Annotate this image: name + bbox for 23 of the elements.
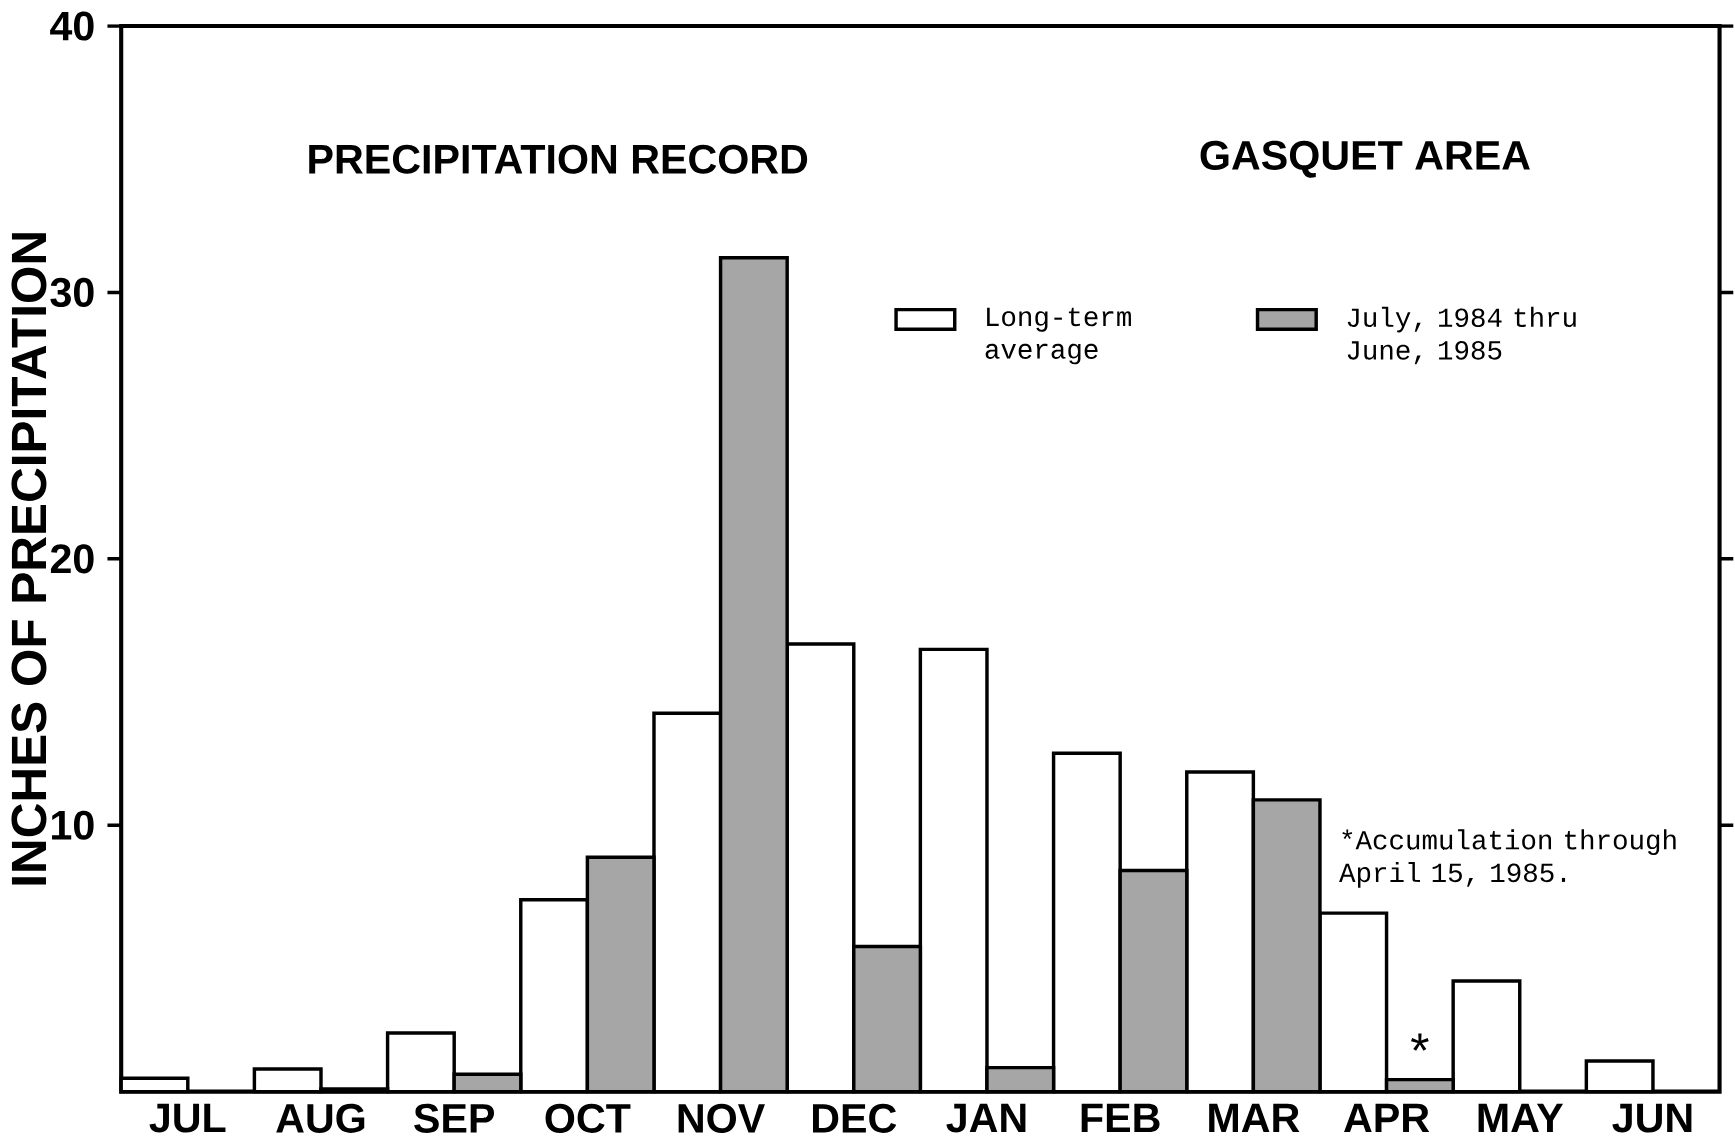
x-tick-label: JAN <box>946 1103 1026 1133</box>
x-tick-label: JUN <box>1612 1103 1692 1133</box>
x-tick-label: OCT <box>545 1103 631 1133</box>
y-tick-label: 40 <box>50 11 94 41</box>
x-tick-label: NOV <box>678 1103 765 1133</box>
y-tick-label: 30 <box>50 277 94 307</box>
text: GASQUET AREA <box>1200 140 1530 178</box>
x-tick-label: MAY <box>1478 1103 1564 1132</box>
annotation: *Accumulation through April 15, 1985. <box>1339 829 1676 888</box>
y-tick-label: 20 <box>50 544 94 574</box>
text: PRECIPITATION RECORD <box>309 144 808 174</box>
x-tick-label: APR <box>1344 1103 1430 1132</box>
legend-label: Long-term average <box>985 307 1131 365</box>
y-tick-label: 10 <box>52 810 94 840</box>
x-tick-label: AUG <box>276 1103 365 1133</box>
y-axis-title: INCHES OF PRECIPITATION <box>11 232 47 885</box>
x-tick-label: JUL <box>149 1103 226 1133</box>
x-tick-label: MAR <box>1209 1103 1300 1132</box>
legend-label: July, 1984 thru June, 1985 <box>1347 306 1576 365</box>
annotation: * <box>1411 1033 1429 1051</box>
x-tick-label: DEC <box>813 1103 897 1133</box>
x-tick-label: SEP <box>414 1103 495 1133</box>
x-tick-label: FEB <box>1081 1103 1160 1132</box>
